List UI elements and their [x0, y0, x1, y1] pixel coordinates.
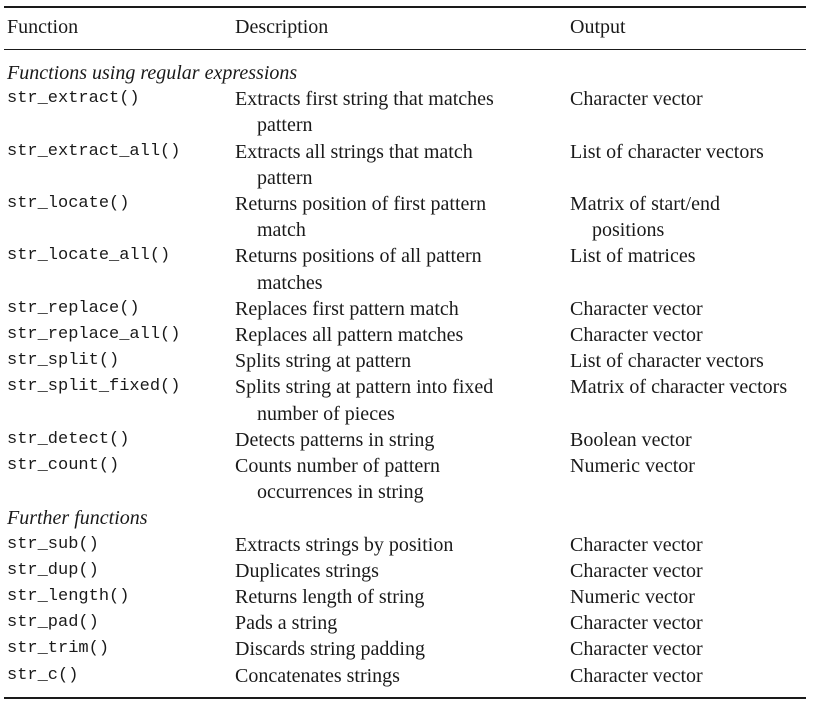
function-name: str_count(): [7, 456, 120, 475]
function-name: str_pad(): [7, 613, 99, 633]
function-name: str_locate_all(): [7, 246, 171, 266]
output-type: Character vector: [570, 324, 703, 346]
section-title: Further functions: [7, 507, 148, 530]
description-text: number of pieces: [257, 402, 395, 425]
output-type: Matrix of character vectors: [570, 376, 788, 399]
description-text: pattern: [257, 166, 313, 189]
function-name: str_split(): [7, 351, 120, 371]
description-text: Extracts all strings that match: [235, 140, 473, 163]
description-text: occurrences in string: [257, 481, 424, 504]
output-type: Character vector: [570, 559, 703, 582]
bottom-rule: [4, 697, 806, 699]
function-name: str_trim(): [7, 639, 110, 659]
function-name: str_dup(): [7, 560, 99, 580]
output-type: Character vector: [570, 638, 703, 661]
function-name: str_locate(): [7, 194, 130, 213]
header-function: Function: [7, 16, 79, 38]
function-name: str_c(): [7, 665, 79, 685]
header-rule: [4, 49, 806, 50]
output-type: List of character vectors: [570, 140, 764, 163]
description-text: Returns positions of all pattern: [235, 245, 482, 268]
description-text: Pads a string: [235, 612, 338, 635]
output-type: Matrix of start/end: [570, 193, 720, 215]
description-text: Splits string at pattern: [235, 350, 412, 373]
output-type: Numeric vector: [570, 586, 695, 608]
output-type: Character vector: [570, 88, 703, 111]
section-title: Functions using regular expressions: [7, 62, 298, 84]
description-text: Counts number of pattern: [235, 455, 440, 477]
description-text: Replaces all pattern matches: [235, 324, 464, 346]
output-type: Numeric vector: [570, 455, 695, 477]
description-text: Returns position of first pattern: [235, 193, 487, 215]
output-type: List of character vectors: [570, 350, 764, 373]
description-text: Discards string padding: [235, 638, 425, 661]
description-text: Returns length of string: [235, 586, 425, 608]
output-type: positions: [592, 219, 665, 242]
description-text: match: [257, 219, 306, 242]
description-text: Duplicates strings: [235, 559, 379, 582]
description-text: Detects patterns in string: [235, 428, 435, 451]
function-name: str_replace(): [7, 298, 140, 318]
output-type: Character vector: [570, 297, 703, 320]
output-type: Character vector: [570, 612, 703, 635]
description-text: pattern: [257, 114, 313, 137]
function-name: str_detect(): [7, 429, 130, 449]
function-name: str_replace_all(): [7, 325, 181, 344]
output-type: Character vector: [570, 664, 703, 687]
description-text: Extracts strings by position: [235, 533, 454, 556]
function-name: str_split_fixed(): [7, 377, 181, 397]
output-type: Character vector: [570, 533, 703, 556]
header-description: Description: [235, 16, 329, 38]
description-text: Replaces first pattern match: [235, 297, 459, 320]
description-text: Extracts first string that matches: [235, 88, 494, 111]
function-name: str_sub(): [7, 534, 99, 554]
description-text: Splits string at pattern into fixed: [235, 376, 494, 399]
function-name: str_extract(): [7, 89, 140, 109]
header-output: Output: [570, 16, 626, 38]
output-type: Boolean vector: [570, 428, 692, 451]
function-name: str_length(): [7, 587, 130, 606]
top-rule: [4, 6, 806, 8]
function-name: str_extract_all(): [7, 141, 181, 161]
description-text: Concatenates strings: [235, 664, 400, 687]
output-type: List of matrices: [570, 245, 696, 268]
description-text: matches: [257, 271, 323, 294]
